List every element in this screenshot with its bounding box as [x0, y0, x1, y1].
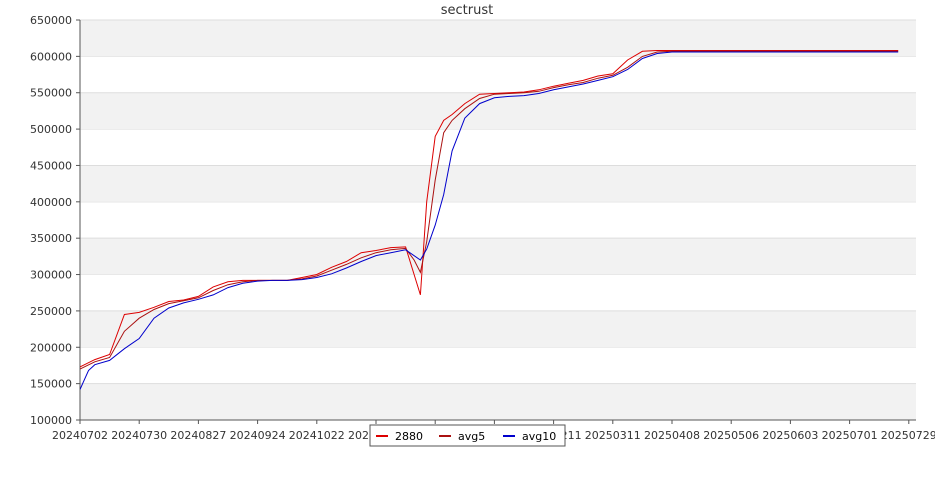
legend-label: avg5	[458, 430, 485, 443]
x-tick-label: 20240827	[170, 429, 226, 442]
axes	[79, 20, 916, 421]
x-tick-label: 20250603	[762, 429, 818, 442]
x-tick-label: 20250408	[644, 429, 700, 442]
y-tick-label: 300000	[30, 269, 72, 282]
y-tick-label: 500000	[30, 123, 72, 136]
legend-box	[369, 424, 566, 447]
y-tick-label: 200000	[30, 341, 72, 354]
x-tick-label: 20241022	[289, 429, 345, 442]
y-tick-label: 550000	[30, 87, 72, 100]
y-tick-label: 400000	[30, 196, 72, 209]
grid-bands	[80, 19, 916, 420]
y-tick-label: 100000	[30, 414, 72, 427]
y-tick-label: 250000	[30, 305, 72, 318]
x-tick-label: 20250701	[822, 429, 878, 442]
x-tick-label: 20240702	[52, 429, 108, 442]
grid-band	[80, 238, 916, 275]
grid-band	[80, 383, 916, 420]
series-line-2880	[80, 50, 899, 368]
grid-band	[80, 92, 916, 130]
x-tick-label: 20240730	[111, 429, 167, 442]
y-tick-label: 650000	[30, 14, 72, 27]
legend: 2880 avg5 avg10	[369, 424, 566, 447]
grid-band	[80, 310, 916, 348]
grid-band	[80, 165, 916, 202]
y-tick-label: 450000	[30, 159, 72, 172]
y-axis-ticks: 100000 150000 200000 250000 300000 350000 4000…	[30, 14, 80, 427]
x-tick-label: 20250506	[703, 429, 759, 442]
legend-label: 2880	[395, 430, 423, 443]
chart-title: sectrust	[441, 3, 493, 18]
x-tick-label: 20250311	[585, 429, 641, 442]
x-tick-label: 20240924	[230, 429, 286, 442]
series-line-avg5	[80, 50, 899, 370]
legend-label: avg10	[522, 430, 556, 443]
series-line-avg10	[80, 51, 899, 390]
series-lines	[80, 50, 899, 390]
x-tick-label: 20250729	[881, 429, 935, 442]
y-tick-label: 350000	[30, 232, 72, 245]
y-tick-label: 600000	[30, 50, 72, 63]
y-tick-label: 150000	[30, 378, 72, 391]
